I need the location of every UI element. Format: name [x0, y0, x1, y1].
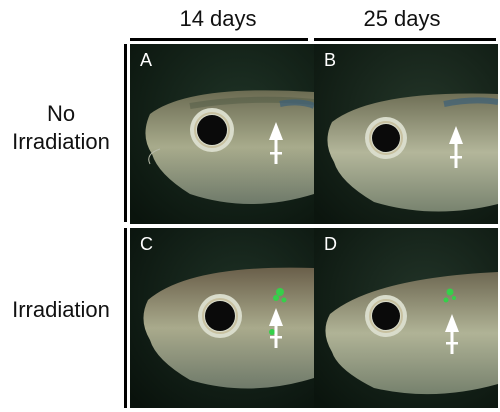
fish-photo-b [314, 44, 498, 224]
panel-c: C [130, 228, 314, 408]
row-rule-no-irradiation [124, 44, 127, 222]
fluorescence-marks [443, 288, 456, 303]
row-label-irradiation: Irradiation [12, 297, 110, 322]
row-label-no-irradiation: No Irradiation [0, 100, 122, 156]
arrow-icon [449, 126, 463, 168]
panel-b: B [314, 44, 498, 224]
column-rule-14-days [130, 38, 308, 41]
panel-letter-b: B [324, 50, 337, 70]
fish-photo-d [314, 228, 498, 408]
panel-d: D [314, 228, 498, 408]
panel-letter-a: A [140, 50, 153, 70]
fluorescence-marks [269, 288, 287, 335]
column-header-25-days: 25 days [363, 6, 441, 31]
row-rule-irradiation [124, 228, 127, 408]
panel-letter-d: D [324, 234, 337, 254]
row-label-line-1: No [46, 101, 76, 126]
fish-photo-a [130, 44, 314, 224]
column-rule-25-days [314, 38, 496, 41]
row-label-line-2: Irradiation [12, 129, 110, 154]
fish-photo-c [130, 228, 314, 408]
panel-letter-c: C [140, 234, 153, 254]
column-header-14-days: 14 days [179, 6, 257, 31]
panel-a: A [130, 44, 314, 224]
arrow-icon [269, 308, 283, 348]
arrow-icon [445, 314, 459, 354]
arrow-icon [269, 122, 283, 164]
